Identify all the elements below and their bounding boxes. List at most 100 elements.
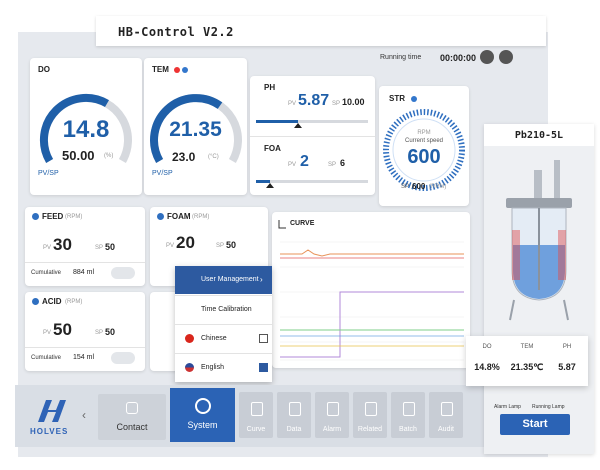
nav-data[interactable]: Data	[277, 392, 311, 438]
feed-sp: 50	[105, 242, 116, 252]
readout-value: 5.87	[558, 362, 576, 372]
foa-sp-label: SP	[328, 162, 337, 168]
nav-label: Data	[286, 426, 302, 433]
foa-sp: 6	[340, 158, 346, 168]
divider	[25, 347, 145, 348]
acid-pv-label: PV	[43, 330, 52, 336]
curve-icon	[278, 220, 286, 229]
ph-pv: 5.87	[298, 92, 330, 109]
title-bar: HB-Control V2.2	[96, 16, 546, 46]
feed-sp-label: SP	[95, 245, 104, 251]
checkbox[interactable]	[259, 334, 268, 343]
do-pv: 14.8	[62, 116, 110, 143]
feed-unit: (RPM)	[65, 214, 83, 220]
feed-cumulative: 884 ml	[73, 269, 95, 276]
menu-item[interactable]: Chinese	[175, 324, 272, 353]
nav-label: Related	[357, 426, 383, 433]
curve-line	[280, 249, 464, 257]
nav-contact[interactable]: Contact	[98, 394, 166, 440]
str-speed-label: Current speed	[404, 138, 444, 144]
readout-label: TEM	[520, 344, 534, 350]
do-label: DO	[38, 65, 50, 74]
device-panel: Pb210-5L	[484, 124, 594, 454]
menu-item[interactable]: User Management ›	[175, 266, 272, 294]
gauge-inner	[392, 118, 456, 182]
feed-pv: 30	[53, 235, 72, 254]
gauge-fill	[39, 93, 110, 164]
nav-label: Batch	[399, 426, 417, 433]
foam-pv: 20	[176, 233, 195, 252]
nav-label: Curve	[246, 426, 266, 433]
alarm-lamp: Alarm Lamp	[494, 404, 521, 410]
str-speed: 600	[407, 146, 441, 168]
nav-label: Contact	[116, 422, 148, 432]
app-title: HB-Control V2.2	[118, 25, 234, 39]
divider	[25, 262, 145, 263]
gauge-ticks	[383, 109, 465, 191]
foa-fill	[256, 180, 270, 183]
nav-label: System	[187, 420, 218, 430]
str-card: STR RPM Current speed 600 SP 600 (RPM)	[379, 86, 469, 206]
foa-marker	[266, 183, 274, 188]
nav-audit[interactable]: Audit	[429, 392, 463, 438]
nav-batch[interactable]: Batch	[391, 392, 425, 438]
curve-line	[280, 291, 464, 358]
curve-label: CURVE	[290, 220, 315, 227]
divider	[250, 136, 375, 137]
running-lamp: Running Lamp	[532, 404, 565, 410]
icon	[327, 402, 339, 416]
do-sp: 50.00	[62, 148, 95, 163]
menu-item-label: User Management	[201, 276, 259, 283]
feed-cumulative-label: Cumulative	[31, 270, 62, 276]
reset-button[interactable]	[111, 352, 135, 364]
str-unit: (RPM)	[429, 184, 447, 190]
icon	[403, 402, 415, 416]
start-button[interactable]: Start	[500, 414, 570, 435]
readout-value: 14.8%	[474, 362, 500, 372]
foa-track	[256, 180, 368, 183]
menu-item-label: Chinese	[201, 335, 227, 342]
ph-sp-label: SP	[332, 101, 341, 107]
acid-cumulative: 154 ml	[73, 354, 95, 361]
feed-pv-label: PV	[43, 245, 52, 251]
nav-curve[interactable]: Curve	[239, 392, 273, 438]
chevron: ›	[260, 275, 263, 284]
feed-label: FEED	[42, 212, 64, 221]
nav-system[interactable]: System	[170, 388, 235, 442]
menu-item[interactable]: Time Calibration	[175, 295, 272, 324]
ph-marker	[294, 123, 302, 128]
foam-sp: 50	[226, 240, 237, 250]
foa-pv-label: PV	[288, 162, 297, 168]
feed-card: FEED (RPM) PV 30 SP 50 Cumulative 884 ml	[25, 207, 145, 286]
running-time: 00:00:00	[440, 53, 477, 63]
menu-item[interactable]: English	[175, 353, 272, 382]
acid-sp-label: SP	[95, 330, 104, 336]
checkbox-checked[interactable]	[259, 363, 268, 372]
readout-label: PH	[562, 344, 572, 350]
nav-prev[interactable]: ‹	[82, 408, 86, 422]
foam-unit: (RPM)	[192, 214, 210, 220]
plot-grid	[280, 241, 464, 361]
str-label: STR	[389, 94, 405, 103]
nav-alarm[interactable]: Alarm	[315, 392, 349, 438]
power-button[interactable]	[499, 50, 513, 64]
str-sp-label: SP	[401, 184, 410, 190]
tem-pvsp: PV/SP	[152, 170, 173, 177]
menu-item-label: English	[201, 364, 224, 371]
acid-card: ACID (RPM) PV 50 SP 50 Cumulative 154 ml	[25, 292, 145, 371]
tem-gauge	[150, 94, 242, 163]
user-button[interactable]	[480, 50, 494, 64]
flag	[185, 363, 194, 372]
tem-sp: 23.0	[172, 150, 196, 164]
icon	[195, 398, 211, 414]
ph-foa-card: PH PV 5.87 SP 10.00 FOA PV 2 SP 6	[250, 76, 375, 195]
nav-related[interactable]: Related	[353, 392, 387, 438]
status-dot	[182, 67, 188, 73]
curve-plot	[278, 220, 464, 361]
icon	[441, 402, 453, 416]
foa-pv: 2	[300, 153, 309, 170]
nav-label: Audit	[438, 426, 454, 433]
reset-button[interactable]	[111, 267, 135, 279]
device-title: Pb210-5L	[514, 130, 564, 141]
